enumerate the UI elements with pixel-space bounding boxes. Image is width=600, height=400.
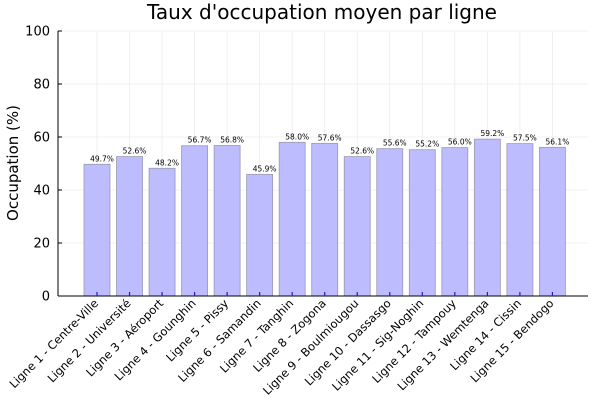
bar: [181, 145, 208, 297]
y-ticks: 0 20 40 60 80 100: [25, 25, 62, 305]
data-label: 56.0%: [448, 138, 472, 147]
data-label: 56.1%: [546, 137, 570, 146]
y-tick-label: 100: [25, 25, 50, 40]
y-tick-label: 0: [42, 290, 50, 305]
data-label: 45.9%: [253, 164, 277, 173]
data-label: 55.2%: [415, 140, 439, 149]
y-tick-label: 60: [33, 131, 50, 146]
data-label: 58.0%: [285, 132, 309, 141]
bar: [441, 147, 469, 297]
bar: [408, 149, 436, 297]
data-label: 52.6%: [123, 147, 147, 156]
y-tick-label: 40: [33, 184, 50, 199]
bar: [83, 163, 111, 297]
data-label: 56.8%: [220, 135, 244, 144]
y-tick-label: 20: [33, 237, 50, 252]
y-tick-label: 80: [33, 78, 50, 93]
bar: [116, 156, 143, 297]
data-label: 57.6%: [318, 133, 342, 142]
data-label: 48.2%: [155, 158, 179, 167]
bar: [246, 173, 274, 297]
data-label: 56.7%: [188, 136, 212, 145]
chart-title: Taux d'occupation moyen par ligne: [146, 0, 497, 24]
bar: [506, 143, 534, 297]
data-label: 49.7%: [90, 154, 114, 163]
data-label: 52.6%: [350, 147, 374, 156]
bar: [311, 142, 339, 297]
bar: [278, 141, 306, 297]
y-axis-label: Occupation (%): [4, 105, 22, 221]
bar: [376, 148, 404, 297]
bars: [83, 138, 566, 297]
data-label: 55.6%: [383, 139, 407, 148]
bar: [473, 138, 501, 297]
bar: [343, 156, 371, 297]
data-labels: 49.7% 52.6% 48.2% 56.7% 56.8% 45.9% 58.0% 57.6%…: [90, 129, 569, 173]
bar: [148, 167, 176, 297]
axes: [57, 31, 588, 297]
data-label: 57.5%: [513, 134, 537, 143]
data-label: 59.2%: [480, 129, 504, 138]
bar: [213, 145, 241, 297]
bar: [539, 146, 566, 297]
